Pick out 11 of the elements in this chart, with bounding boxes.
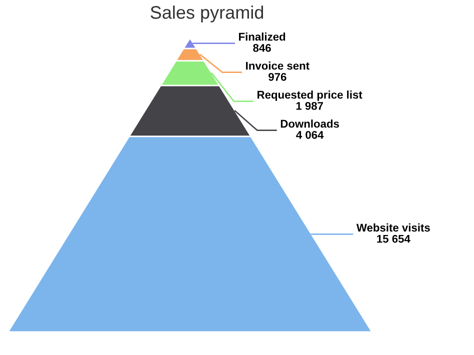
text: Sales pyramid — [150, 6, 264, 22]
category-label: Invoice sent — [246, 62, 310, 70]
category-label: Requested price list — [258, 90, 362, 101]
data-label: 15 654 — [377, 234, 410, 243]
category-label: Website visits — [356, 223, 430, 232]
category-label: Finalized — [239, 32, 286, 41]
category-label: Downloads — [280, 120, 339, 128]
data-label: 846 — [253, 44, 271, 52]
data-label: 1 987 — [296, 102, 323, 110]
data-label: 976 — [268, 72, 286, 81]
data-label: 4 064 — [296, 130, 324, 139]
